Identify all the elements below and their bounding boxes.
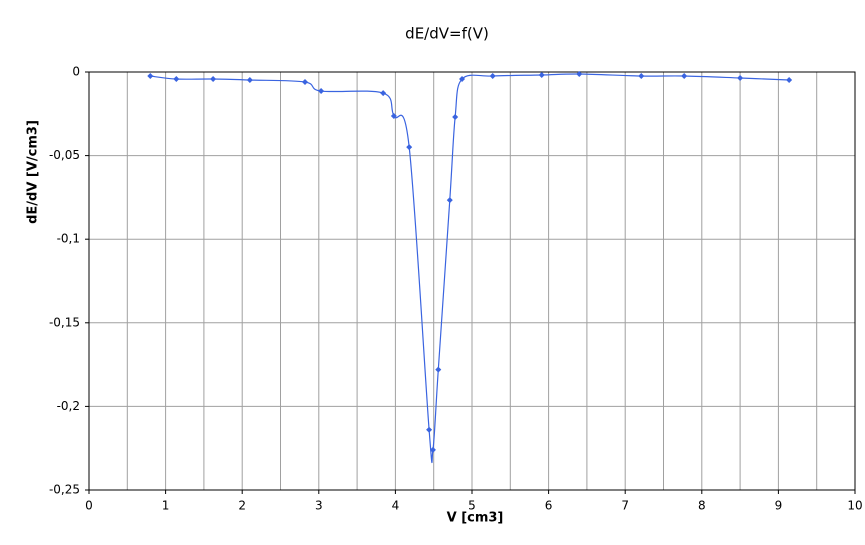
data-point [681,73,688,80]
data-point [638,73,645,80]
data-point [446,197,453,204]
x-tick-label: 1 [162,499,170,513]
data-point [538,72,545,79]
data-point [302,79,309,86]
x-tick-label: 9 [775,499,783,513]
data-point [429,446,436,453]
y-tick-label: 0 [72,65,80,79]
data-point [380,90,387,97]
data-point [173,76,180,83]
x-tick-label: 0 [85,499,93,513]
y-tick-label: -0,05 [49,148,80,162]
data-point [452,113,459,120]
data-point [435,366,442,373]
data-point [147,73,154,80]
x-tick-label: 7 [621,499,629,513]
data-point [390,112,397,119]
data-point [576,71,583,78]
y-tick-label: -0,1 [57,232,80,246]
data-point [459,76,466,83]
data-point [210,76,217,83]
y-tick-label: -0,25 [49,483,80,497]
chart-title: dE/dV=f(V) [405,25,489,43]
data-point [426,426,433,433]
y-axis-label: dE/dV [V/cm3] [26,120,41,224]
y-tick-label: -0,15 [49,315,80,329]
x-tick-label: 3 [315,499,323,513]
x-tick-label: 4 [392,499,400,513]
data-point [489,73,496,80]
plot-border [88,71,856,491]
data-point [406,144,413,151]
data-point [786,77,793,84]
x-tick-label: 10 [847,499,862,513]
data-point [318,88,325,95]
x-tick-label: 2 [238,499,246,513]
x-tick-label: 6 [545,499,553,513]
x-axis-label: V [cm3] [447,511,504,526]
y-tick-label: -0,2 [57,399,80,413]
x-tick-label: 8 [698,499,706,513]
x-tick-label: 5 [468,499,476,513]
data-point [737,75,744,82]
data-point [246,77,253,84]
